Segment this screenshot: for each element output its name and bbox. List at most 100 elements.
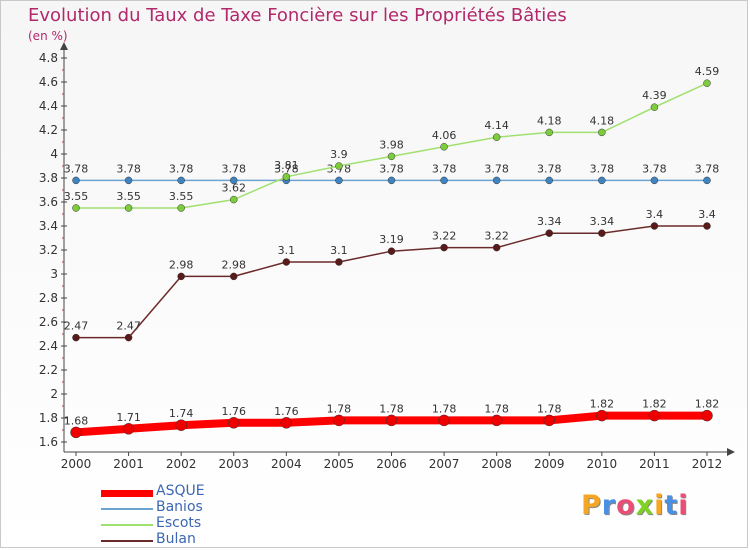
data-label-escots: 3.55 <box>116 190 141 203</box>
logo-letter: i <box>654 490 665 521</box>
data-point-bulan <box>440 243 448 252</box>
data-point-asque <box>175 419 187 431</box>
data-label-banios: 3.78 <box>379 162 404 175</box>
data-point-banios <box>124 176 133 185</box>
data-point-escots <box>545 128 553 137</box>
data-point-bulan <box>72 333 80 342</box>
x-tick-label: 2006 <box>376 457 407 471</box>
x-tick-label: 2000 <box>61 457 92 471</box>
data-label-asque: 1.78 <box>537 402 562 415</box>
data-label-asque: 1.78 <box>484 402 509 415</box>
x-tick-label: 2008 <box>481 457 512 471</box>
data-point-banios <box>598 176 606 185</box>
legend-swatch-bulan <box>101 540 153 542</box>
data-point-asque <box>596 409 608 422</box>
data-point-escots <box>282 173 291 181</box>
x-axis-arrow <box>727 448 735 456</box>
legend-label-escots: Escots <box>156 515 202 531</box>
data-point-escots <box>177 204 185 212</box>
y-tick-label: 4.6 <box>39 75 58 89</box>
data-point-banios <box>440 176 448 185</box>
y-tick-label: 2.4 <box>39 339 58 353</box>
legend-item-asque: ASQUE <box>101 483 301 501</box>
data-label-escots: 3.9 <box>330 148 348 161</box>
data-point-escots <box>703 79 711 87</box>
legend-label-bulan: Bulan <box>156 531 196 547</box>
data-point-escots <box>230 195 238 204</box>
data-point-asque <box>228 417 240 429</box>
unit-label: (en %) <box>28 29 68 43</box>
proxiti-logo: Proxiti <box>581 490 689 521</box>
logo-letter: r <box>601 490 617 521</box>
data-label-bulan: 2.47 <box>116 320 141 333</box>
data-label-asque: 1.82 <box>590 398 615 411</box>
y-tick-label: 2.8 <box>39 291 58 305</box>
data-point-asque <box>70 426 82 439</box>
y-tick-label: 2 <box>50 387 58 401</box>
x-tick-label: 2003 <box>218 457 249 471</box>
x-tick-label: 2005 <box>324 457 355 471</box>
x-tick-label: 2010 <box>587 457 618 471</box>
data-label-bulan: 3.19 <box>379 233 404 246</box>
x-tick-label: 2002 <box>166 457 197 471</box>
data-label-escots: 3.62 <box>222 182 247 195</box>
data-point-bulan <box>335 258 343 266</box>
data-point-asque <box>122 423 135 435</box>
data-label-asque: 1.82 <box>695 398 720 411</box>
data-point-asque <box>648 409 661 422</box>
logo-letter: o <box>616 490 636 521</box>
data-label-asque: 1.76 <box>222 405 247 418</box>
data-label-asque: 1.82 <box>642 398 667 411</box>
legend-label-asque: ASQUE <box>156 483 205 499</box>
legend-swatch-banios <box>101 508 153 510</box>
data-label-banios: 3.78 <box>695 162 720 175</box>
y-tick-label: 2.6 <box>39 315 58 329</box>
data-label-asque: 1.68 <box>64 414 89 427</box>
data-point-bulan <box>492 243 501 252</box>
data-label-escots: 3.98 <box>379 138 404 151</box>
y-tick-label: 3.4 <box>39 219 58 233</box>
data-point-banios <box>177 176 185 185</box>
y-axis-arrow <box>60 42 68 50</box>
legend-label-banios: Banios <box>156 499 203 515</box>
data-point-banios <box>335 176 343 185</box>
data-label-banios: 3.78 <box>274 162 299 175</box>
data-label-escots: 3.55 <box>64 190 89 203</box>
data-point-bulan <box>230 272 238 281</box>
y-tick-label: 4 <box>50 147 58 161</box>
data-point-bulan <box>177 272 185 281</box>
logo-letter: x <box>635 490 655 521</box>
data-label-asque: 1.78 <box>379 402 404 415</box>
y-tick-label: 2.2 <box>39 363 58 377</box>
data-label-escots: 4.18 <box>590 114 615 127</box>
data-point-asque <box>280 417 293 429</box>
data-point-banios <box>492 176 501 185</box>
x-tick-label: 2007 <box>429 457 460 471</box>
data-label-escots: 4.14 <box>484 119 509 132</box>
data-label-asque: 1.71 <box>116 411 141 424</box>
data-point-escots <box>650 103 659 111</box>
y-tick-label: 3.6 <box>39 195 58 209</box>
data-label-banios: 3.78 <box>169 162 194 175</box>
logo-letter: P <box>581 490 602 521</box>
data-point-banios <box>387 176 396 185</box>
data-point-bulan <box>598 229 606 237</box>
y-tick-label: 3 <box>50 267 58 281</box>
data-label-banios: 3.78 <box>642 162 667 175</box>
data-label-banios: 3.78 <box>537 162 562 175</box>
data-point-banios <box>230 176 238 185</box>
y-tick-label: 4.2 <box>39 123 58 137</box>
legend-item-banios: Banios <box>101 499 301 517</box>
data-label-banios: 3.78 <box>116 162 141 175</box>
legend-item-escots: Escots <box>101 515 301 533</box>
data-label-bulan: 3.1 <box>278 244 296 257</box>
x-tick-label: 2009 <box>534 457 565 471</box>
data-label-bulan: 3.22 <box>484 230 509 243</box>
data-label-asque: 1.74 <box>169 407 194 420</box>
data-point-escots <box>124 204 133 212</box>
y-tick-label: 4.8 <box>39 51 58 65</box>
data-point-asque <box>333 414 345 427</box>
y-tick-label: 3.8 <box>39 171 58 185</box>
